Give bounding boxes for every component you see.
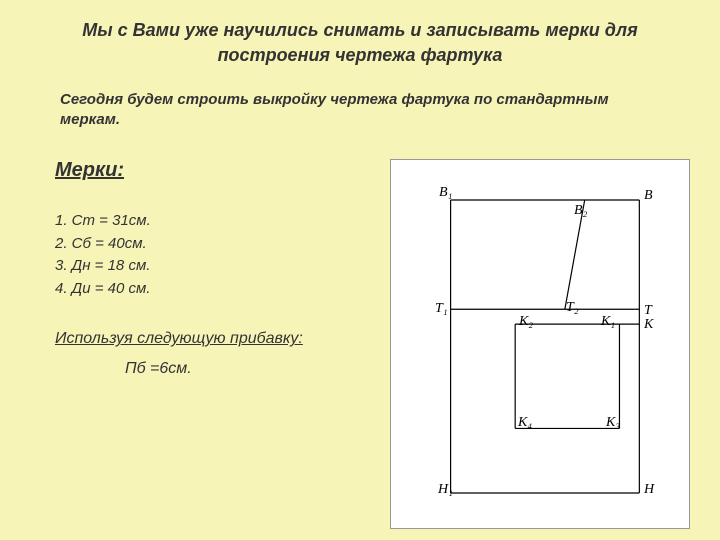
page-title: Мы с Вами уже научились снимать и записы… <box>0 0 720 68</box>
diagram-label: В₂ <box>574 203 587 219</box>
merki-item: 4. Ди = 40 см. <box>55 278 390 301</box>
diagram-label: Т₁ <box>435 301 448 317</box>
diagram-label: Т₂ <box>566 300 579 316</box>
addition-label: Используя следующую прибавку: <box>55 330 390 348</box>
diagram-label: К₂ <box>519 314 533 330</box>
diagram-label: Н₁ <box>438 482 453 498</box>
diagram-label: К <box>644 317 653 333</box>
diagram-label: К₁ <box>601 314 615 330</box>
diagram-label: К₃ <box>606 415 620 431</box>
merki-item: 3. Дн = 18 см. <box>55 255 390 278</box>
merki-list: 1. Ст = 31см. 2. Сб = 40см. 3. Дн = 18 с… <box>55 210 390 300</box>
left-column: Мерки: 1. Ст = 31см. 2. Сб = 40см. 3. Дн… <box>30 159 390 529</box>
diagram-label: К₄ <box>518 415 532 431</box>
merki-heading: Мерки: <box>55 159 390 182</box>
addition-value: Пб =6см. <box>125 360 390 378</box>
merki-item: 1. Ст = 31см. <box>55 210 390 233</box>
diagram-label: В <box>644 188 653 204</box>
diagram-label: Н <box>644 482 654 498</box>
page-subtitle: Сегодня будем строить выкройку чертежа ф… <box>0 68 720 129</box>
content-row: Мерки: 1. Ст = 31см. 2. Сб = 40см. 3. Дн… <box>0 129 720 529</box>
pattern-diagram: В₁ВВ₂Т₁Т₂ТК₂К₁КК₄К₃Н₁Н <box>390 159 690 529</box>
merki-item: 2. Сб = 40см. <box>55 233 390 256</box>
diagram-label: В₁ <box>439 185 452 201</box>
